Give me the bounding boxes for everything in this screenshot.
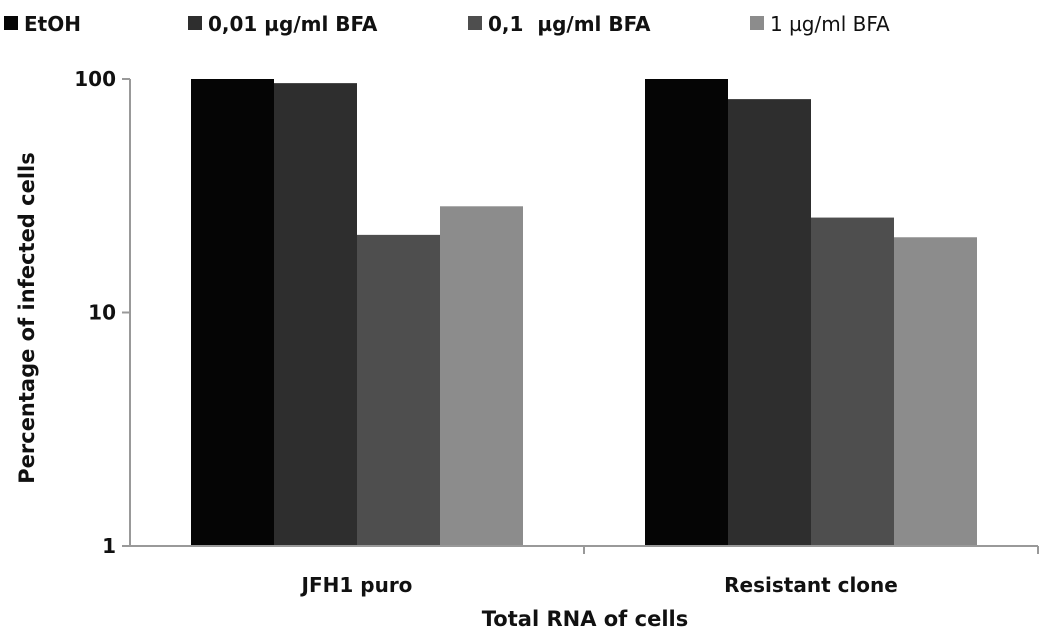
legend-swatch (188, 16, 202, 30)
bar (894, 237, 977, 547)
bars (191, 79, 977, 547)
bar (440, 206, 523, 546)
legend-swatch (750, 16, 764, 30)
legend: EtOH 0,01 µg/ml BFA 0,1 µg/ml BFA 1 µg/ml B… (4, 12, 890, 36)
x-tick-label: Resistant clone (724, 573, 898, 597)
legend-label: 0,1 µg/ml BFA (488, 12, 651, 36)
bar (191, 79, 274, 546)
legend-label: 0,01 µg/ml BFA (208, 12, 378, 36)
bar (728, 99, 811, 547)
y-tick-label: 10 (88, 301, 116, 325)
y-tick-label: 100 (74, 67, 116, 91)
x-tick-label: JFH1 puro (300, 573, 413, 597)
legend-swatch (468, 16, 482, 30)
legend-label: 1 µg/ml BFA (770, 12, 890, 36)
bar (645, 79, 728, 546)
bar (274, 83, 357, 547)
y-tick-label: 1 (102, 534, 116, 558)
y-axis-title: Percentage of infected cells (15, 152, 39, 484)
axes: 1 10 100 JFH1 puro Resistant clone (74, 67, 1039, 597)
x-axis-title: Total RNA of cells (482, 607, 688, 631)
legend-swatch (4, 16, 18, 30)
bar (811, 217, 894, 546)
legend-label: EtOH (24, 12, 81, 36)
bar (357, 234, 440, 547)
